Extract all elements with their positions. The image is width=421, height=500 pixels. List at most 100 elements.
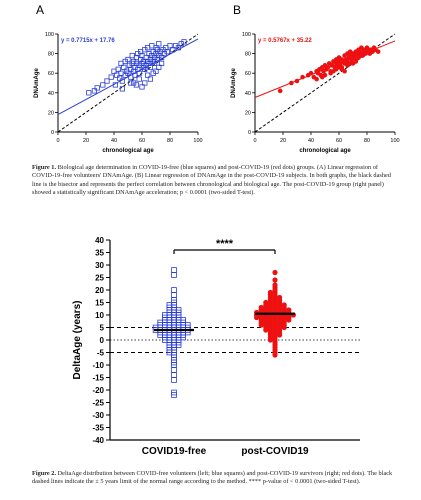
x-tick-label: 40 [308,138,314,144]
panel-label: B [233,3,241,17]
panel-label: A [36,3,44,17]
bisector-line [57,33,199,133]
data-point [314,76,319,82]
y-tick-label: 5 [100,323,105,332]
data-point [353,59,359,64]
y-tick-label: 40 [48,91,54,97]
x-axis-label: chronological age [299,148,351,154]
data-point [158,54,165,61]
y-tick-label: 100 [45,32,54,38]
y-tick-label: 0 [100,336,105,345]
y-tick-label: 15 [95,298,104,307]
y-axis-label: DeltaAge (years) [72,301,83,380]
y-tick-label: -35 [92,423,104,432]
data-point [286,317,292,323]
data-point [135,66,141,72]
data-point [86,90,92,96]
figure1-caption: Figure 1. Biological age determination i… [32,164,400,198]
y-tick-label: -5 [97,348,105,357]
y-tick-label: -25 [92,398,104,407]
x-axis-label: chronological age [102,148,154,154]
data-point [158,60,165,67]
data-point [347,61,353,66]
x-tick-label: 60 [336,138,342,144]
y-tick-label: 20 [48,110,54,116]
y-tick-label: 80 [245,52,251,58]
data-point [115,66,121,72]
figure1-caption-label: Figure 1. [32,164,57,171]
x-tick-label: 100 [390,138,399,144]
data-point [119,78,125,84]
y-axis-label: DNAmAge [231,68,237,98]
y-tick-label: 0 [248,130,251,136]
data-point [91,88,97,94]
data-point [171,367,177,373]
data-point [136,76,142,82]
y-tick-label: 10 [95,311,104,320]
data-point [119,86,125,92]
data-point [171,372,177,378]
y-tick-label: 20 [245,110,251,116]
y-tick-label: -20 [92,386,104,395]
data-point [281,324,287,331]
data-point [125,56,131,63]
regression-equation: y = 0.5767x + 35.22 [258,38,312,44]
data-point [121,64,127,70]
regression-equation: y = 0.7715x + 17.76 [61,38,115,44]
data-point [171,392,177,398]
data-point [294,78,300,84]
x-tick-label: 80 [167,138,173,144]
data-point [149,43,155,49]
data-point [142,80,148,86]
data-point [263,327,269,333]
x-tick-label: 100 [193,138,202,144]
y-tick-label: -10 [92,361,104,370]
data-point [258,322,264,328]
data-point [94,85,100,91]
data-point [142,66,148,72]
y-tick-label: 25 [95,273,104,282]
data-point [359,53,364,58]
data-point [147,64,153,70]
regression-line [57,38,199,116]
data-point [108,74,114,80]
data-point [328,70,333,76]
figure1-caption-text: Biological age determination in COVID-19… [32,164,391,197]
data-point [156,64,162,70]
data-point [308,70,314,76]
data-point [254,314,260,321]
y-tick-label: 20 [95,286,104,295]
data-point [272,269,278,276]
data-point [147,76,153,82]
significance-label: **** [216,238,234,250]
data-point [300,74,305,80]
y-tick-label: 40 [245,91,251,97]
x-tick-label: 40 [111,138,117,144]
figure1-panel-b: B 0 20 40 60 80 100 0 20 40 60 80 100 chronological a… [231,3,400,154]
y-tick-label: 80 [48,52,54,58]
data-point [164,49,170,55]
data-point [277,332,283,338]
data-point [171,267,177,273]
data-point [128,80,134,86]
data-point [319,74,325,80]
data-point [342,68,347,74]
y-tick-label: 60 [48,71,54,77]
y-tick-label: -15 [92,373,104,382]
data-point [171,287,177,293]
data-point [112,82,118,88]
data-point [167,43,173,49]
y-tick-label: -30 [92,411,104,420]
data-point [171,292,177,298]
data-point [150,70,156,76]
figure2-caption-label: Figure 2. [32,470,57,477]
x-tick-label: 60 [139,138,145,144]
data-point [170,47,176,53]
data-point [117,75,123,81]
data-point [181,39,187,45]
data-point [152,60,158,67]
y-tick-label: 30 [95,261,104,270]
data-point [267,337,273,343]
y-tick-label: 100 [242,32,251,38]
data-point [272,277,278,283]
